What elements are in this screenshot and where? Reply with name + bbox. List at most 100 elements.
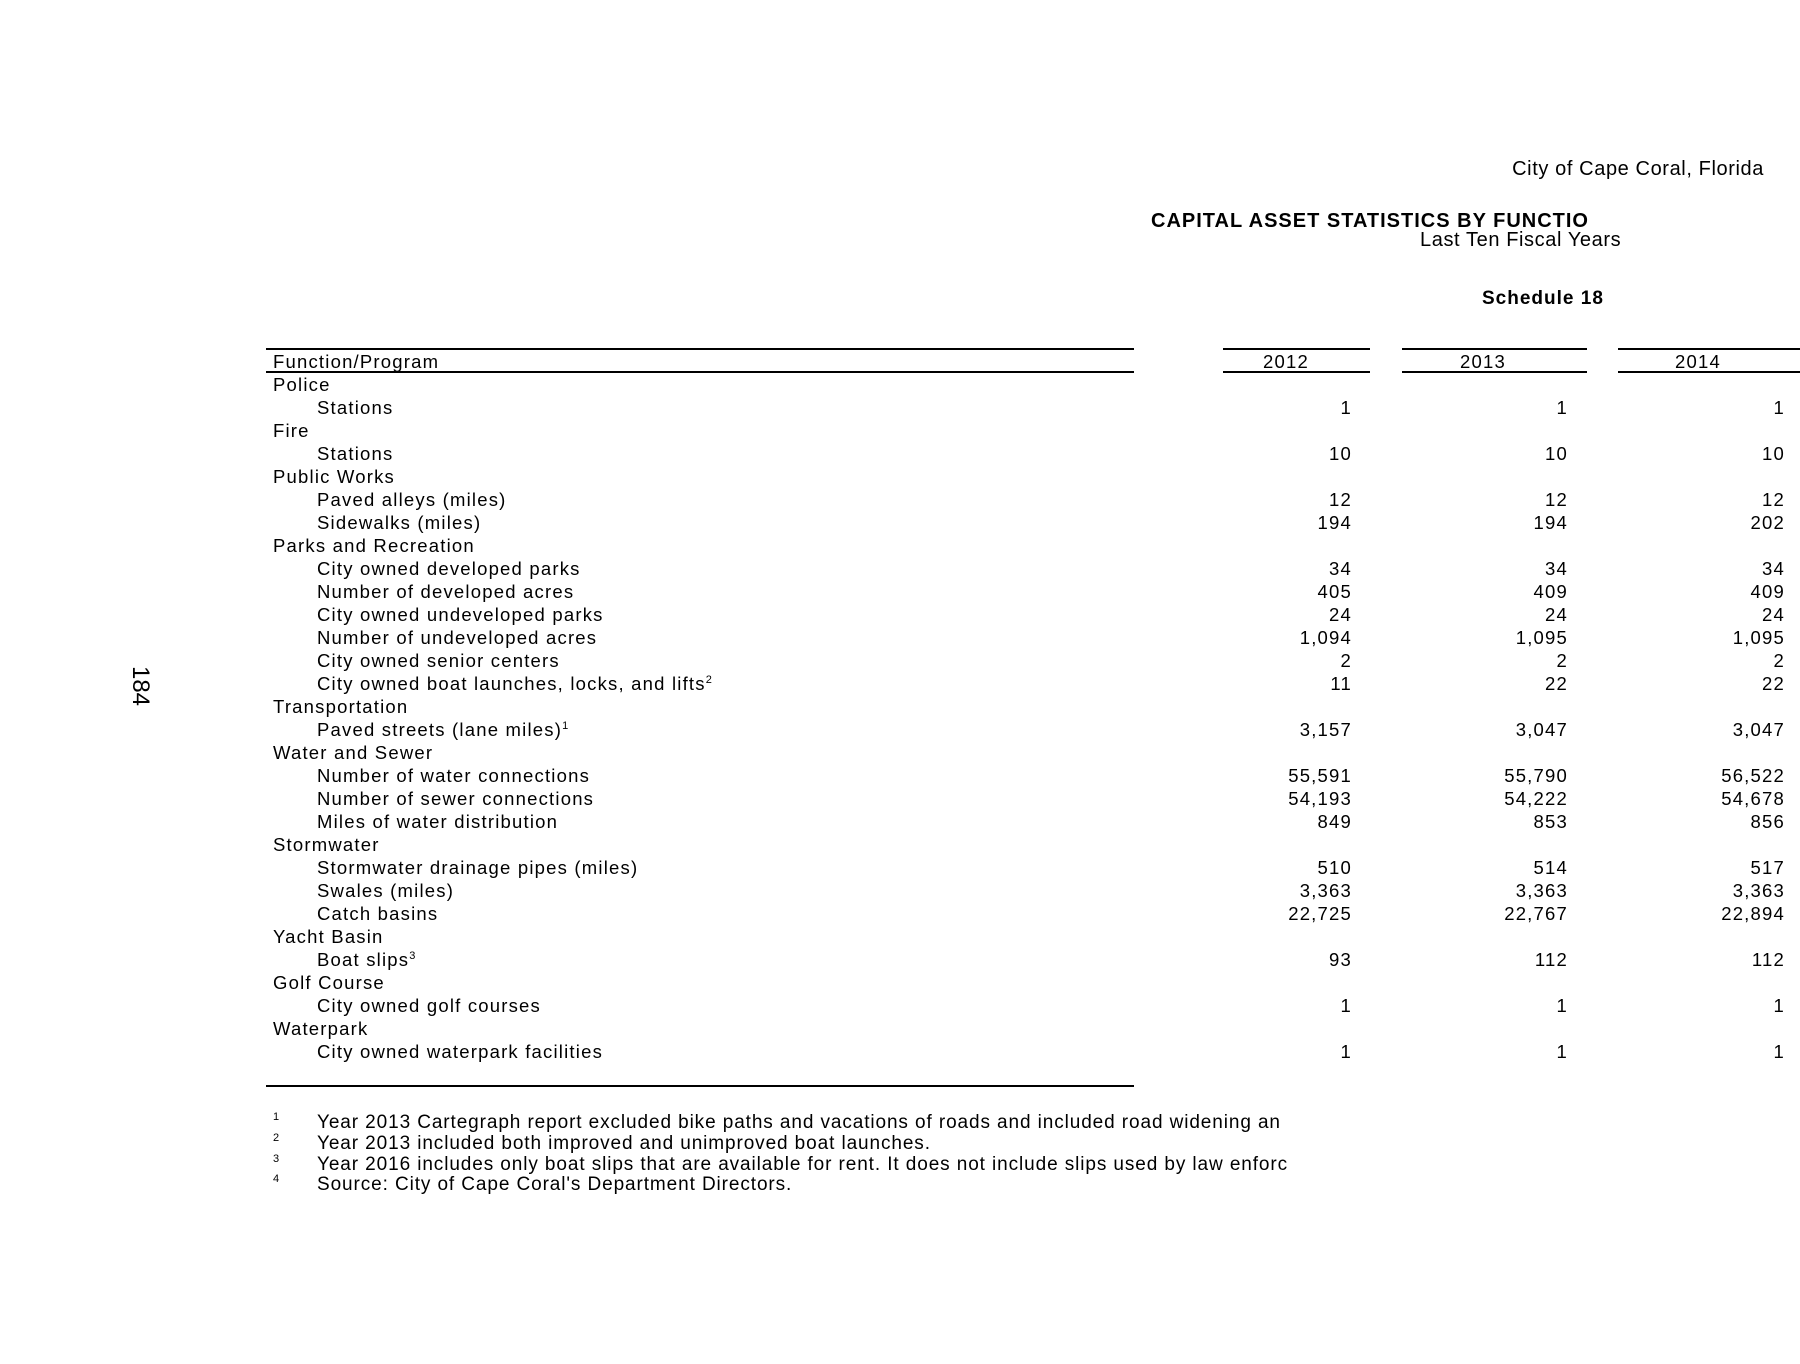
table-bottom-rule xyxy=(266,1085,1134,1087)
value-2013: 2 xyxy=(1556,650,1568,671)
row-label: Sidewalks (miles) xyxy=(317,511,481,534)
value-2012: 3,363 xyxy=(1299,880,1352,901)
value-2014: 1,095 xyxy=(1732,627,1785,648)
value-2013: 1,095 xyxy=(1515,627,1568,648)
value-2013: 1 xyxy=(1556,995,1568,1016)
row-label: Miles of water distribution xyxy=(317,810,558,833)
footnote-mark: 3 xyxy=(273,1153,280,1165)
row-label-text: Parks and Recreation xyxy=(273,535,475,556)
row-label: Stations xyxy=(317,442,393,465)
value-2014: 202 xyxy=(1750,512,1785,533)
row-label: City owned developed parks xyxy=(317,557,581,580)
footnote-text: Year 2016 includes only boat slips that … xyxy=(317,1154,1289,1175)
footnote-reference: 1 xyxy=(562,720,569,732)
entity-name: City of Cape Coral, Florida xyxy=(1512,158,1764,180)
value-2014: 1 xyxy=(1773,397,1785,418)
footnote-text: Source: City of Cape Coral's Department … xyxy=(317,1174,793,1195)
row-label: Catch basins xyxy=(317,902,438,925)
value-2013: 10 xyxy=(1545,443,1568,464)
row-label: City owned waterpark facilities xyxy=(317,1040,603,1063)
row-label: Number of water connections xyxy=(317,764,590,787)
value-2014: 54,678 xyxy=(1721,788,1785,809)
value-2014: 112 xyxy=(1751,949,1785,970)
value-2013: 55,790 xyxy=(1504,765,1568,786)
value-2014: 3,047 xyxy=(1732,719,1785,740)
row-label-text: Miles of water distribution xyxy=(317,811,559,832)
value-2012: 24 xyxy=(1329,604,1352,625)
row-label-text: Number of developed acres xyxy=(317,581,575,602)
group-label: Yacht Basin xyxy=(273,925,384,948)
group-label: Golf Course xyxy=(273,971,385,994)
value-2013: 409 xyxy=(1533,581,1568,602)
value-2013: 3,047 xyxy=(1515,719,1568,740)
value-2012: 55,591 xyxy=(1288,765,1352,786)
group-label: Police xyxy=(273,373,331,396)
row-label: Stations xyxy=(317,396,393,419)
footnote-text: Year 2013 Cartegraph report excluded bik… xyxy=(317,1112,1281,1133)
report-title: CAPITAL ASSET STATISTICS BY FUNCTIO xyxy=(1151,210,1589,232)
value-2014: 3,363 xyxy=(1732,880,1785,901)
row-label-text: Stations xyxy=(317,397,394,418)
row-label-text: Number of sewer connections xyxy=(317,788,595,809)
value-2012: 1 xyxy=(1340,1041,1352,1062)
row-label-text: Catch basins xyxy=(317,903,439,924)
row-label-text: City owned senior centers xyxy=(317,650,560,671)
footnote-mark: 2 xyxy=(273,1132,280,1144)
row-label: Swales (miles) xyxy=(317,879,454,902)
value-2013: 3,363 xyxy=(1515,880,1568,901)
schedule-label: Schedule 18 xyxy=(1482,288,1604,309)
row-label-text: Waterpark xyxy=(273,1018,369,1039)
year-2012-top-rule xyxy=(1223,348,1370,350)
row-label-text: Sidewalks (miles) xyxy=(317,512,482,533)
row-label-text: City owned waterpark facilities xyxy=(317,1041,604,1062)
row-label-text: Golf Course xyxy=(273,972,385,993)
value-2014: 24 xyxy=(1762,604,1785,625)
column-header-2014: 2014 xyxy=(1675,351,1721,372)
value-2013: 853 xyxy=(1533,811,1568,832)
value-2013: 1 xyxy=(1556,1041,1568,1062)
value-2014: 856 xyxy=(1750,811,1785,832)
year-2014-top-rule xyxy=(1618,348,1800,350)
row-label-text: Yacht Basin xyxy=(273,926,384,947)
value-2012: 405 xyxy=(1317,581,1352,602)
group-label: Fire xyxy=(273,419,310,442)
value-2012: 12 xyxy=(1329,489,1352,510)
value-2014: 10 xyxy=(1762,443,1785,464)
group-label: Transportation xyxy=(273,695,408,718)
value-2012: 2 xyxy=(1340,650,1352,671)
row-label: City owned senior centers xyxy=(317,649,560,672)
value-2012: 194 xyxy=(1317,512,1352,533)
row-label-text: City owned boat launches, locks, and lif… xyxy=(317,673,706,694)
page-number: 184 xyxy=(127,665,155,707)
row-label-text: Number of water connections xyxy=(317,765,591,786)
value-2014: 2 xyxy=(1773,650,1785,671)
value-2013: 22 xyxy=(1545,673,1568,694)
year-2014-bottom-rule xyxy=(1618,371,1800,373)
value-2014: 56,522 xyxy=(1721,765,1785,786)
value-2014: 22,894 xyxy=(1721,903,1785,924)
row-label-text: Stormwater xyxy=(273,834,380,855)
value-2012: 34 xyxy=(1329,558,1352,579)
row-label-text: Stormwater drainage pipes (miles) xyxy=(317,857,639,878)
value-2012: 54,193 xyxy=(1288,788,1352,809)
row-label-text: Fire xyxy=(273,420,310,441)
value-2014: 34 xyxy=(1762,558,1785,579)
value-2014: 1 xyxy=(1773,995,1785,1016)
value-2012: 22,725 xyxy=(1288,903,1352,924)
value-2013: 54,222 xyxy=(1504,788,1568,809)
group-label: Waterpark xyxy=(273,1017,368,1040)
value-2012: 3,157 xyxy=(1299,719,1352,740)
footnote-mark: 4 xyxy=(273,1173,280,1185)
footnote-reference: 2 xyxy=(705,674,712,686)
year-2012-bottom-rule xyxy=(1223,371,1370,373)
value-2012: 11 xyxy=(1330,673,1352,694)
row-label: City owned boat launches, locks, and lif… xyxy=(317,672,712,695)
value-2013: 1 xyxy=(1556,397,1568,418)
value-2014: 12 xyxy=(1762,489,1785,510)
row-label-text: Public Works xyxy=(273,466,396,487)
year-2013-top-rule xyxy=(1402,348,1587,350)
group-label: Parks and Recreation xyxy=(273,534,475,557)
row-label: Paved alleys (miles) xyxy=(317,488,507,511)
value-2014: 517 xyxy=(1750,857,1785,878)
column-header-2012: 2012 xyxy=(1263,351,1309,372)
